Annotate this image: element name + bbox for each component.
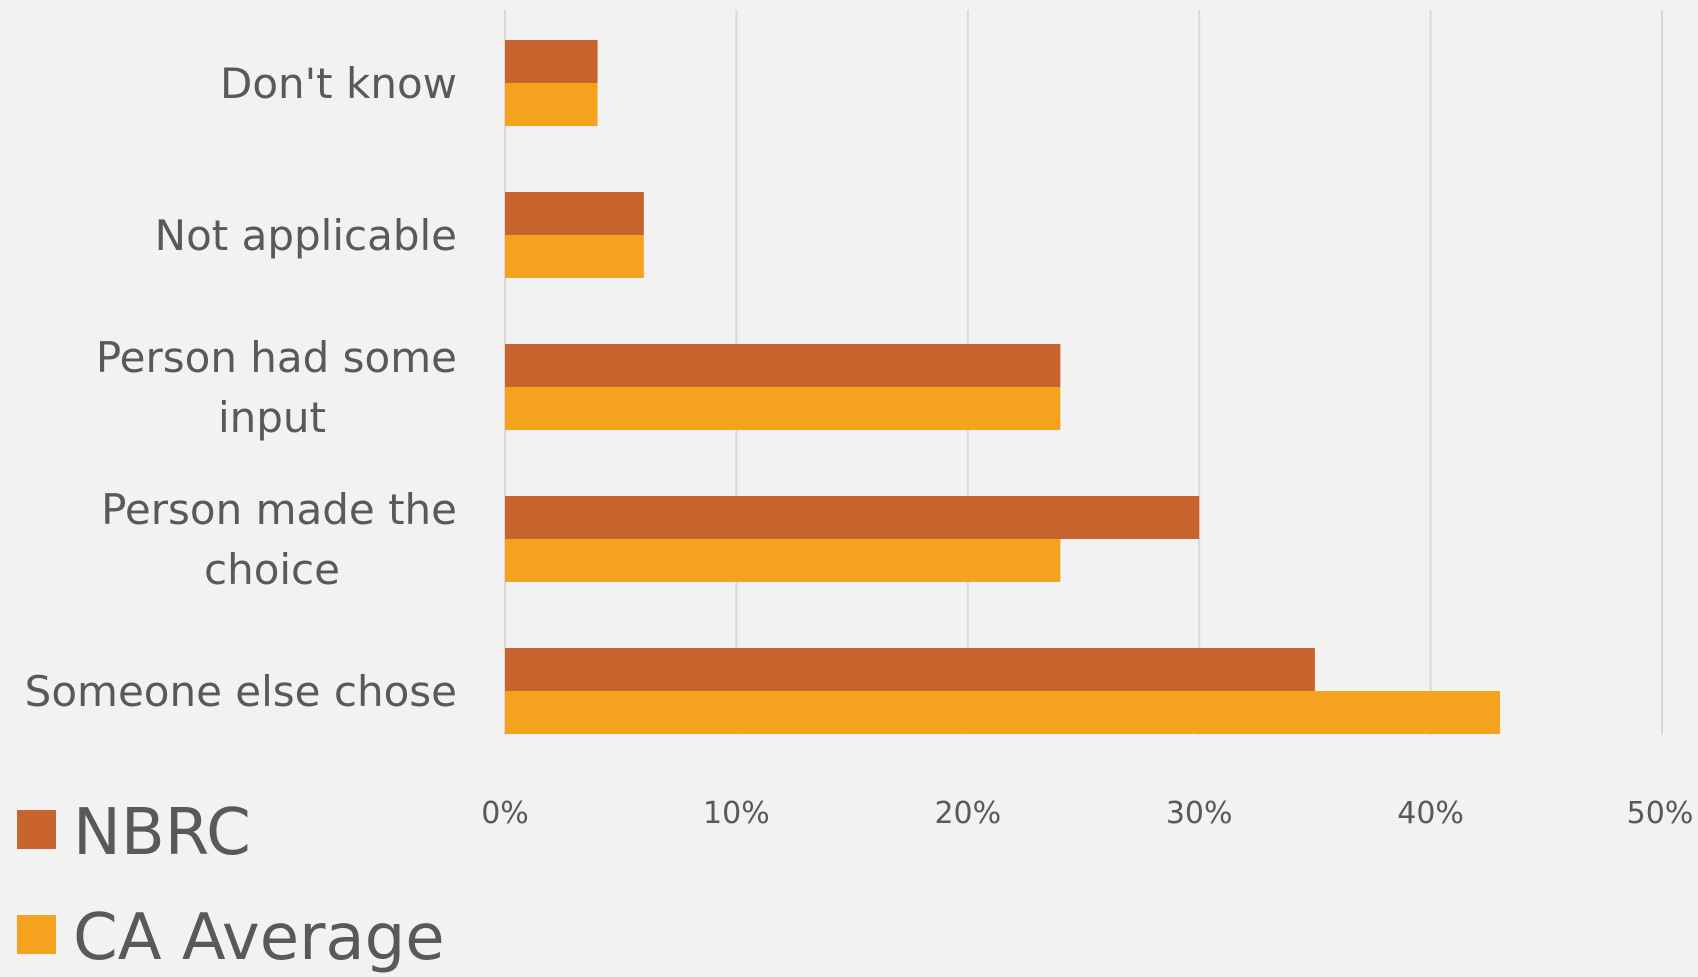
bar-ca-average <box>505 387 1060 430</box>
category-label-line: Person made the <box>101 485 457 534</box>
bar-ca-average <box>505 691 1500 734</box>
x-tick-label: 0% <box>481 796 529 831</box>
category-label-line: Person had some <box>96 333 457 382</box>
legend-label: CA Average <box>73 901 445 973</box>
bar-nbrc <box>505 192 644 235</box>
category-label: Someone else chose <box>25 667 457 716</box>
bar-ca-average <box>505 539 1060 582</box>
x-axis-tick-labels: 0% 10% 20% 30% 40% 50% <box>481 796 1693 831</box>
bar-nbrc <box>505 648 1315 691</box>
bar-nbrc <box>505 496 1199 539</box>
category-labels: Don't know Not applicable Person had some i… <box>25 59 457 716</box>
legend: NBRC CA Average <box>17 796 445 973</box>
legend-label: NBRC <box>73 796 251 870</box>
category-label: Don't know <box>220 59 457 108</box>
bar-ca-average <box>505 235 644 278</box>
bar-ca-average <box>505 83 598 126</box>
bars <box>505 40 1500 734</box>
category-label-line: choice <box>204 545 340 594</box>
category-label: Not applicable <box>155 211 457 260</box>
bar-nbrc <box>505 40 598 83</box>
x-tick-label: 50% <box>1627 796 1694 831</box>
legend-swatch <box>17 810 56 849</box>
x-tick-label: 10% <box>703 796 770 831</box>
category-label-line: input <box>218 393 326 442</box>
bar-nbrc <box>505 344 1060 387</box>
legend-swatch <box>17 915 56 954</box>
x-tick-label: 30% <box>1166 796 1233 831</box>
x-tick-label: 20% <box>934 796 1001 831</box>
category-label: Person made the choice <box>101 485 457 594</box>
x-tick-label: 40% <box>1397 796 1464 831</box>
category-label: Person had some input <box>96 333 457 442</box>
